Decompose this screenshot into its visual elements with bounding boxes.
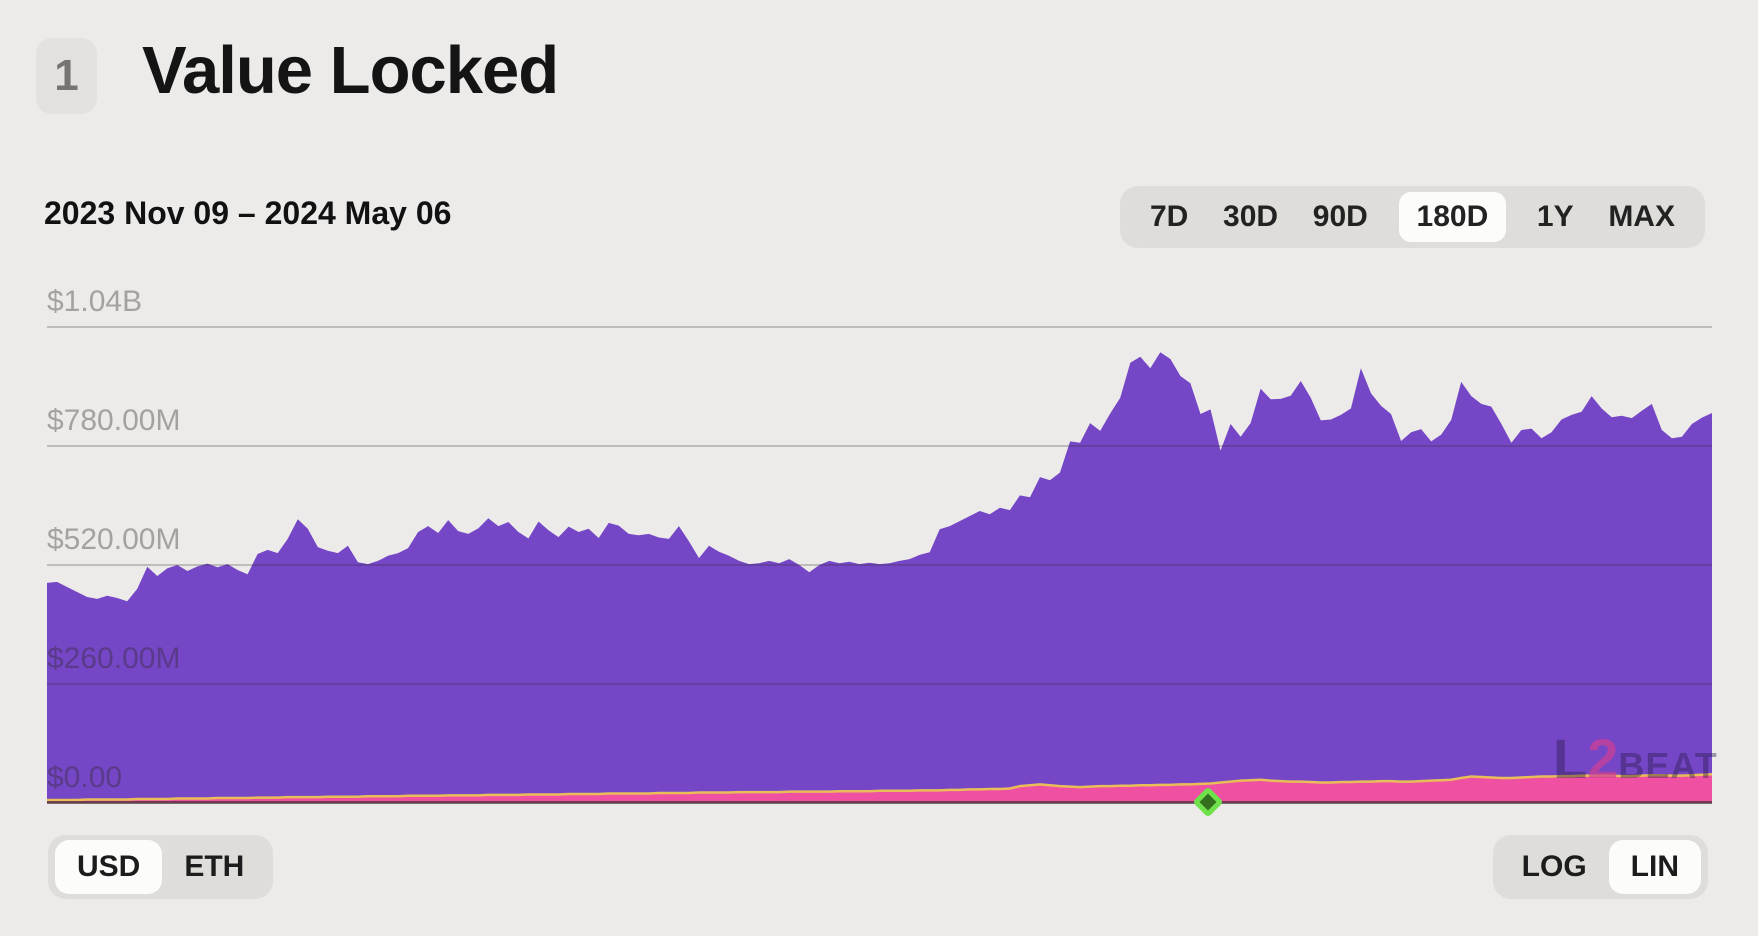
gridline-520 bbox=[47, 564, 1712, 566]
chart-number-badge: 1 bbox=[36, 38, 97, 114]
range-button-max[interactable]: MAX bbox=[1608, 200, 1675, 233]
y-axis-label-520: $520.00M bbox=[47, 523, 181, 556]
range-button-180d[interactable]: 180D bbox=[1398, 192, 1507, 242]
series-total-area bbox=[47, 352, 1712, 803]
tvl-area-chart[interactable] bbox=[47, 266, 1712, 806]
date-range-label: 2023 Nov 09 – 2024 May 06 bbox=[44, 194, 452, 231]
watermark-beat: BEAT bbox=[1618, 745, 1718, 786]
series-secondary-area bbox=[47, 775, 1712, 803]
y-axis-label-780: $780.00M bbox=[47, 404, 181, 437]
gridline-780 bbox=[47, 445, 1712, 447]
time-range-selector: 7D 30D 90D 180D 1Y MAX bbox=[1120, 186, 1705, 248]
y-axis-label-1040: $1.04B bbox=[47, 285, 143, 318]
range-button-7d[interactable]: 7D bbox=[1150, 200, 1189, 233]
gridline-1040 bbox=[47, 326, 1712, 328]
watermark-2: 2 bbox=[1587, 727, 1619, 790]
currency-toggle: USD ETH bbox=[48, 835, 274, 899]
page-title: Value Locked bbox=[142, 33, 559, 108]
currency-eth-button[interactable]: ETH bbox=[184, 850, 245, 883]
y-axis-label-260: $260.00M bbox=[47, 642, 181, 675]
y-axis-label-0: $0.00 bbox=[47, 761, 123, 794]
range-button-1y[interactable]: 1Y bbox=[1536, 200, 1574, 233]
scale-lin-button[interactable]: LIN bbox=[1608, 840, 1701, 894]
scale-log-button[interactable]: LOG bbox=[1521, 850, 1587, 883]
scale-toggle: LOG LIN bbox=[1492, 835, 1708, 899]
range-button-90d[interactable]: 90D bbox=[1312, 200, 1368, 233]
range-button-30d[interactable]: 30D bbox=[1223, 200, 1279, 233]
currency-usd-button[interactable]: USD bbox=[55, 840, 163, 894]
x-axis-line bbox=[47, 801, 1712, 804]
watermark-l: L bbox=[1553, 727, 1588, 790]
series-secondary-stroke bbox=[47, 773, 1712, 802]
l2beat-watermark-logo: L 2 BEAT bbox=[1553, 731, 1718, 787]
gridline-260 bbox=[47, 683, 1712, 685]
